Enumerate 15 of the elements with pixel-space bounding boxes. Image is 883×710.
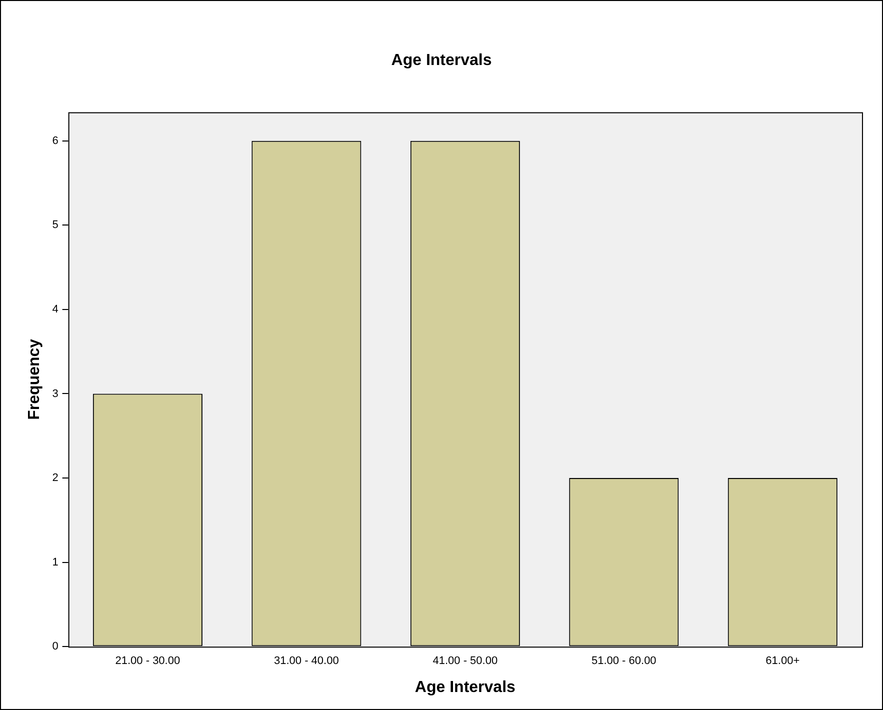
x-tick-label: 41.00 - 50.00 [432, 655, 498, 668]
y-tick-label: 4 [52, 303, 58, 316]
x-axis-title: Age Intervals [414, 678, 516, 696]
y-tick-label: 5 [52, 219, 58, 232]
y-tick-label: 3 [52, 388, 58, 400]
x-tick-label: 31.00 - 40.00 [274, 655, 339, 668]
y-tick-label: 0 [52, 640, 58, 653]
x-tick-label: 61.00+ [766, 655, 800, 668]
x-tick-label: 51.00 - 60.00 [591, 655, 656, 668]
chart-title: Age Intervals [391, 52, 492, 70]
y-tick-label: 6 [52, 134, 58, 147]
y-tick-label: 1 [52, 556, 58, 568]
y-axis-title: Frequency [26, 338, 44, 420]
y-tick-label: 2 [52, 472, 58, 484]
x-tick-label: 21.00 - 30.00 [115, 655, 180, 668]
